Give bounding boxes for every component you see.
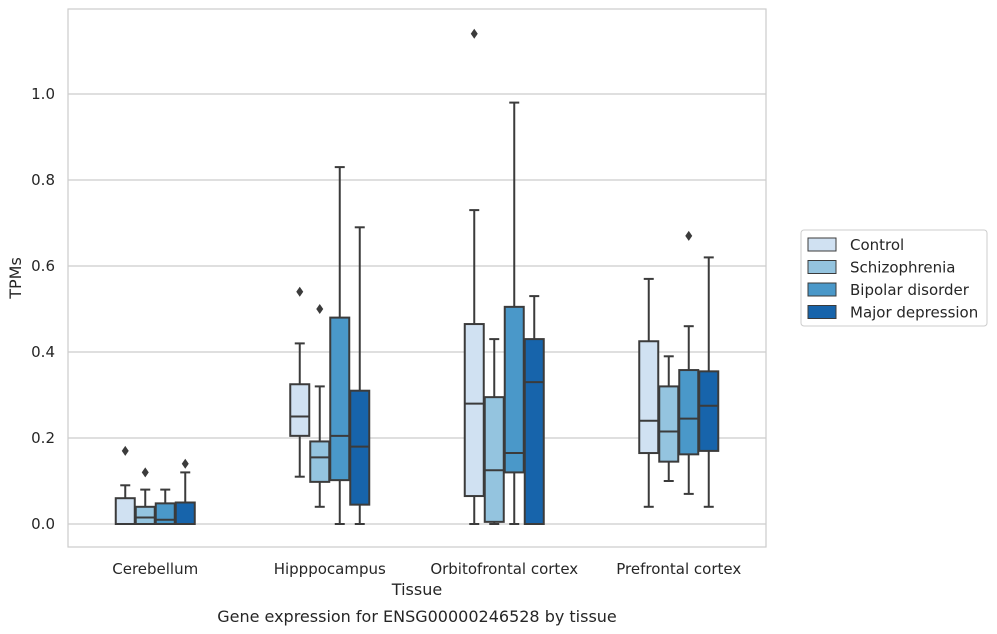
x-axis-ticks: Cerebellum Hipppocampus Orbitofrontal cort… (112, 560, 741, 578)
outlier-point (685, 230, 693, 241)
box-1-2 (329, 166, 351, 525)
box-3-2 (678, 230, 700, 495)
legend-swatch (807, 237, 837, 252)
legend-label: Control (850, 236, 904, 254)
box-3-3 (698, 256, 720, 508)
box-0-1 (134, 467, 156, 525)
legend-swatch (807, 305, 837, 319)
y-axis-label: TPMs (6, 257, 25, 300)
box-groups (114, 28, 720, 526)
legend-label: Major depression (850, 304, 978, 322)
plot-area (67, 8, 767, 548)
figure-caption: Gene expression for ENSG00000246528 by t… (217, 607, 617, 626)
box-iqr (289, 383, 311, 437)
box-iqr (658, 385, 680, 463)
outlier-point (181, 458, 189, 469)
box-iqr (463, 323, 485, 498)
x-tick-label: Prefrontal cortex (616, 560, 741, 578)
y-tick-label: 0.4 (31, 343, 55, 361)
box-iqr (503, 305, 525, 474)
box-0-2 (154, 488, 176, 525)
box-iqr (154, 502, 176, 525)
box-iqr (698, 370, 720, 452)
outlier-point (141, 467, 149, 478)
x-tick-label: Hipppocampus (274, 560, 386, 578)
box-2-2 (503, 101, 525, 525)
legend: Control Schizophrenia Bipolar disorder Majo… (800, 229, 988, 327)
box-iqr (114, 497, 136, 526)
outlier-point (296, 286, 304, 297)
y-tick-label: 0.2 (31, 429, 55, 447)
legend-label: Bipolar disorder (850, 281, 970, 299)
box-iqr (678, 369, 700, 456)
x-axis-label: Tissue (391, 580, 442, 599)
box-iqr (483, 396, 505, 523)
box-iqr (349, 389, 371, 506)
x-tick-label: Orbitofrontal cortex (430, 560, 578, 578)
box-iqr (174, 501, 196, 525)
box-iqr (523, 338, 545, 525)
box-iqr (638, 340, 660, 455)
y-axis-ticks: 0.0 0.2 0.4 0.6 0.8 1.0 (31, 85, 55, 533)
x-tick-label: Cerebellum (112, 560, 198, 578)
y-tick-label: 0.6 (31, 257, 55, 275)
legend-frame (800, 229, 988, 327)
outlier-point (470, 28, 478, 39)
box-1-3 (349, 226, 371, 525)
legend-swatch (807, 260, 837, 274)
y-tick-label: 1.0 (31, 85, 55, 103)
box-2-1 (483, 338, 505, 525)
box-iqr (329, 316, 351, 482)
box-iqr (134, 505, 156, 525)
box-iqr (309, 440, 331, 483)
legend-label: Schizophrenia (850, 259, 955, 277)
box-1-0 (289, 286, 311, 478)
y-tick-label: 0.0 (31, 515, 55, 533)
gridlines (68, 93, 766, 525)
box-2-3 (523, 295, 545, 525)
outlier-point (316, 304, 324, 314)
outlier-point (121, 445, 129, 456)
legend-swatch (807, 282, 837, 297)
y-tick-label: 0.8 (31, 171, 55, 189)
box-0-3 (174, 458, 196, 525)
